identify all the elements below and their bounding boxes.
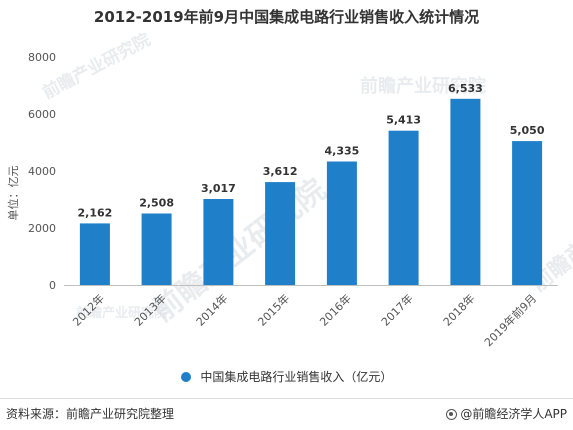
- bar-value-label: 3,612: [263, 165, 298, 178]
- bar: [265, 182, 296, 285]
- bar-value-label: 5,050: [510, 124, 545, 137]
- bar: [141, 213, 172, 285]
- bar-value-label: 4,335: [325, 145, 360, 158]
- y-tick-label: 0: [49, 279, 56, 292]
- bar-value-label: 3,017: [201, 182, 236, 195]
- bar: [326, 161, 357, 285]
- x-tick-label: 2014年: [193, 291, 230, 328]
- legend-swatch: [180, 371, 191, 382]
- bar: [512, 141, 543, 285]
- x-tick-label: 2016年: [317, 291, 354, 328]
- bar: [203, 199, 234, 285]
- y-tick-label: 6000: [28, 108, 56, 121]
- chart-title: 2012-2019年前9月中国集成电路行业销售收入统计情况: [93, 8, 480, 26]
- y-tick-label: 4000: [28, 165, 56, 178]
- bar-value-label: 6,533: [448, 82, 483, 95]
- x-tick-label: 2013年: [131, 291, 168, 328]
- value-labels: 2,162 2,508 3,017 3,612 4,335 5,413 6,533 5,050: [78, 82, 545, 220]
- bar-value-label: 5,413: [386, 114, 421, 127]
- x-tick-label: 2018年: [440, 291, 477, 328]
- x-tick-label: 2015年: [255, 291, 292, 328]
- x-tick-label: 2019年前9月: [481, 291, 539, 349]
- bar-value-label: 2,162: [78, 206, 113, 219]
- y-axis: 0 2000 4000 6000 8000: [28, 51, 56, 292]
- x-tick-label: 2017年: [378, 291, 415, 328]
- brand-text: @前瞻经济学人APP: [460, 407, 567, 421]
- legend: 中国集成电路行业销售收入（亿元）: [0, 368, 573, 385]
- bar: [388, 130, 419, 285]
- bar: [450, 98, 481, 285]
- bar-value-label: 2,508: [139, 197, 174, 210]
- prospective-logo-icon: [446, 409, 458, 420]
- y-tick-label: 2000: [28, 222, 56, 235]
- bar: [79, 223, 110, 285]
- footer: 资料来源：前瞻产业研究院整理 @前瞻经济学人APP: [0, 398, 573, 430]
- bar-series: [79, 98, 543, 285]
- x-tick-label: 2012年: [70, 291, 107, 328]
- brand-credit: @前瞻经济学人APP: [446, 405, 567, 422]
- x-axis: 2012年 2013年 2014年 2015年 2016年 2017年 2018年 2019年…: [64, 285, 558, 349]
- y-tick-label: 8000: [28, 51, 56, 64]
- y-axis-title: 单位：亿元: [6, 166, 20, 221]
- legend-label: 中国集成电路行业销售收入（亿元）: [200, 370, 393, 384]
- source-note: 资料来源：前瞻产业研究院整理: [6, 407, 175, 421]
